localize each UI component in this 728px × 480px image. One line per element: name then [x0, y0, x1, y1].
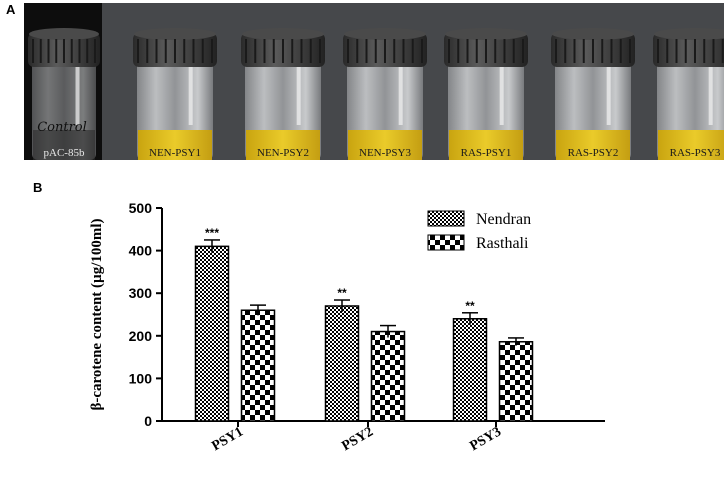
- glass-highlight: [708, 65, 713, 125]
- vial-label: NEN-PSY2: [257, 147, 309, 159]
- control-handwriting: Control: [37, 120, 87, 135]
- x-tick-label: PSY1: [210, 424, 246, 454]
- x-tick-label: PSY2: [340, 424, 376, 454]
- glass-highlight: [296, 65, 301, 125]
- vial-label: RAS-PSY3: [670, 147, 721, 159]
- vial-cap-top: [552, 28, 634, 40]
- vial-label: RAS-PSY2: [568, 147, 619, 159]
- y-tick-label: 200: [129, 328, 153, 344]
- x-tick-label: PSY3: [468, 424, 504, 454]
- y-tick-label: 500: [129, 200, 153, 216]
- vial-3: NEN-PSY2: [241, 28, 325, 160]
- glass-highlight: [188, 65, 193, 125]
- legend-label-nendran: Nendran: [476, 211, 531, 228]
- vial-1: Control pAC-85b: [28, 28, 100, 160]
- vial-2: NEN-PSY1: [133, 28, 217, 160]
- bar-rasthali-psy2: [370, 330, 406, 422]
- bar-rasthali-psy3: [498, 341, 534, 422]
- glass-highlight: [398, 65, 403, 125]
- glass-highlight: [75, 65, 80, 125]
- legend-swatch-nendran: [427, 210, 465, 227]
- vial-cap-top: [344, 28, 426, 40]
- vial-cap-top: [654, 28, 728, 40]
- vial-cap-top: [134, 28, 216, 40]
- vial-cap: [653, 33, 728, 67]
- y-tick-label: 400: [129, 243, 153, 259]
- vial-label: RAS-PSY1: [461, 147, 512, 159]
- y-tick-label: 100: [129, 370, 153, 386]
- legend-label-rasthali: Rasthali: [476, 235, 529, 252]
- vial-cap-top: [445, 28, 527, 40]
- yellow-liquid: [658, 130, 728, 160]
- yellow-liquid: [348, 130, 422, 160]
- y-axis-label: β-carotene content (µg/100ml): [89, 218, 105, 410]
- vial-cap-top: [242, 28, 324, 40]
- yellow-liquid: [246, 130, 320, 160]
- glass-highlight: [606, 65, 611, 125]
- y-tick-label: 300: [129, 285, 153, 301]
- clear-liquid: [33, 130, 95, 160]
- vial-label: NEN-PSY1: [149, 147, 201, 159]
- panel-a-letter: A: [6, 2, 16, 17]
- vial-7: RAS-PSY3: [653, 28, 728, 160]
- vial-cap-top: [29, 28, 99, 40]
- legend-swatch-rasthali: [427, 234, 465, 251]
- vial-5: RAS-PSY1: [444, 28, 528, 160]
- bar-chart-svg: 0 100 200 300 400 500 β-carotene content (µg/1…: [89, 200, 605, 454]
- vial-label: pAC-85b: [44, 147, 85, 159]
- bar-nendran-psy3: [452, 318, 488, 422]
- bar-rasthali-psy1: [240, 309, 276, 422]
- yellow-liquid: [556, 130, 630, 160]
- glass-highlight: [499, 65, 504, 125]
- bar-chart: 0 100 200 300 400 500 β-carotene content (µg/1…: [0, 175, 728, 475]
- significance-label: ***: [205, 226, 219, 240]
- vial-4: NEN-PSY3: [343, 28, 427, 160]
- y-tick-label: 0: [144, 413, 152, 429]
- bar-nendran-psy2: [324, 305, 360, 422]
- yellow-liquid: [138, 130, 212, 160]
- significance-label: **: [337, 286, 347, 300]
- yellow-liquid: [449, 130, 523, 160]
- vial-label: NEN-PSY3: [359, 147, 411, 159]
- significance-label: **: [465, 299, 475, 313]
- panel-b-letter: B: [33, 180, 43, 195]
- bar-nendran-psy1: [194, 245, 230, 422]
- vial-6: RAS-PSY2: [551, 28, 635, 160]
- vials-group: Control pAC-85b NEN-PSY1 NEN-PSY2 NEN-PSY3 RA…: [28, 28, 728, 160]
- vial-photo-svg: Control pAC-85b NEN-PSY1 NEN-PSY2 NEN-PSY3 RA…: [24, 3, 728, 160]
- vial-photograph: Control pAC-85b NEN-PSY1 NEN-PSY2 NEN-PSY3 RA…: [24, 3, 728, 160]
